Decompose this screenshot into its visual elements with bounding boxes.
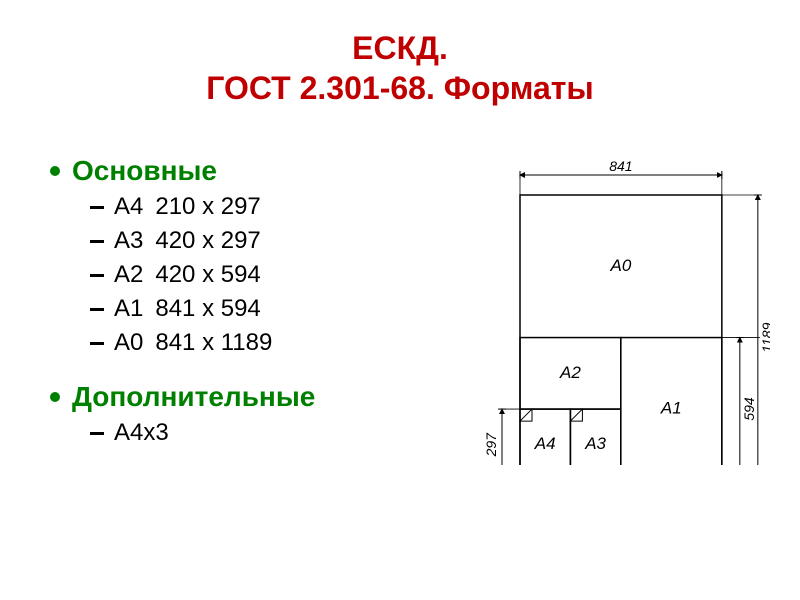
title-line-1: ЕСКД. [352, 30, 448, 66]
content-list: Основные А4210 х 297 А3420 х 297 А2420 х 59… [50, 155, 315, 471]
bullet-disc-icon [50, 166, 60, 176]
format-text: А3420 х 297 [114, 227, 261, 255]
format-item: А1841 х 594 [90, 295, 315, 323]
format-label: А2 [559, 363, 581, 382]
section-heading: Дополнительные [50, 381, 315, 413]
format-item: А4210 х 297 [90, 193, 315, 221]
section-heading-text: Основные [72, 155, 217, 187]
paper-formats-diagram: А0А1А2А3А48412104201189594297 [450, 155, 770, 465]
dash-icon [90, 274, 104, 277]
fold-corner-icon [520, 409, 532, 421]
dimension-label: 297 [483, 432, 499, 458]
format-item: А4х3 [90, 419, 315, 447]
format-text: А4х3 [114, 419, 169, 447]
section-heading: Основные [50, 155, 315, 187]
fold-corner-icon [570, 409, 582, 421]
dash-icon [90, 308, 104, 311]
title-line-2: ГОСТ 2.301-68. Форматы [206, 70, 594, 106]
format-text: А4210 х 297 [114, 193, 261, 221]
dimension-label: 841 [609, 158, 632, 174]
sub-list: А4210 х 297 А3420 х 297 А2420 х 594 А1841 х… [90, 193, 315, 357]
format-label: А3 [584, 434, 606, 453]
format-label: А0 [610, 256, 632, 275]
bullet-disc-icon [50, 392, 60, 402]
format-item: А2420 х 594 [90, 261, 315, 289]
format-text: А2420 х 594 [114, 261, 261, 289]
format-label: А1 [660, 398, 682, 417]
format-item: А3420 х 297 [90, 227, 315, 255]
format-item: А0841 х 1189 [90, 329, 315, 357]
dash-icon [90, 432, 104, 435]
format-label: А4 [534, 434, 556, 453]
format-text: А0841 х 1189 [114, 329, 272, 357]
slide-title: ЕСКД. ГОСТ 2.301-68. Форматы [0, 0, 800, 108]
dash-icon [90, 342, 104, 345]
dimension-label: 1189 [759, 322, 770, 352]
dimension-label: 594 [741, 397, 757, 421]
slide: ЕСКД. ГОСТ 2.301-68. Форматы ОсновныеА42… [0, 0, 800, 600]
section-heading-text: Дополнительные [72, 381, 315, 413]
dash-icon [90, 240, 104, 243]
format-text: А1841 х 594 [114, 295, 261, 323]
sub-list: А4х3 [90, 419, 315, 447]
dash-icon [90, 206, 104, 209]
